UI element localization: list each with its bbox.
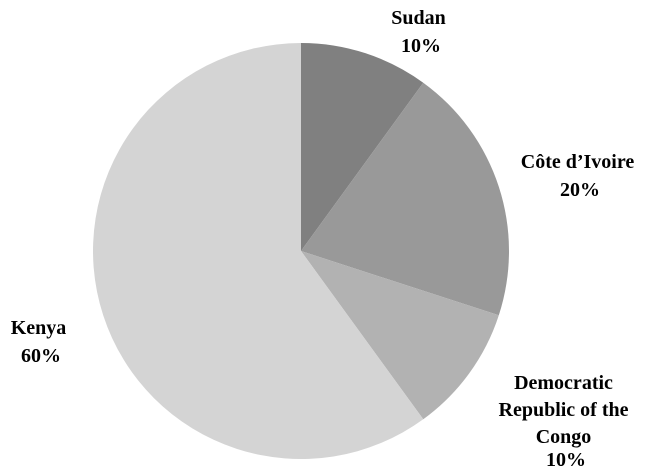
pie-slices [93,43,510,459]
pie-slice-c-te-d-ivoire [301,82,510,316]
slice-labels: Sudan 10% Côte d’Ivoire 20% Democratic R… [11,7,640,468]
slice-label-kenya: Kenya 60% [11,317,72,367]
pie-slice-sudan [301,43,424,251]
slice-label-sudan: Sudan 10% [391,7,451,57]
slice-label-cote-divoire: Côte d’Ivoire 20% [521,151,640,201]
pie-slice-democratic-republic-of-the-congo [301,251,499,420]
slice-label-drc: Democratic Republic of the Congo 10% [499,372,634,468]
pie-slice-kenya [93,43,424,459]
